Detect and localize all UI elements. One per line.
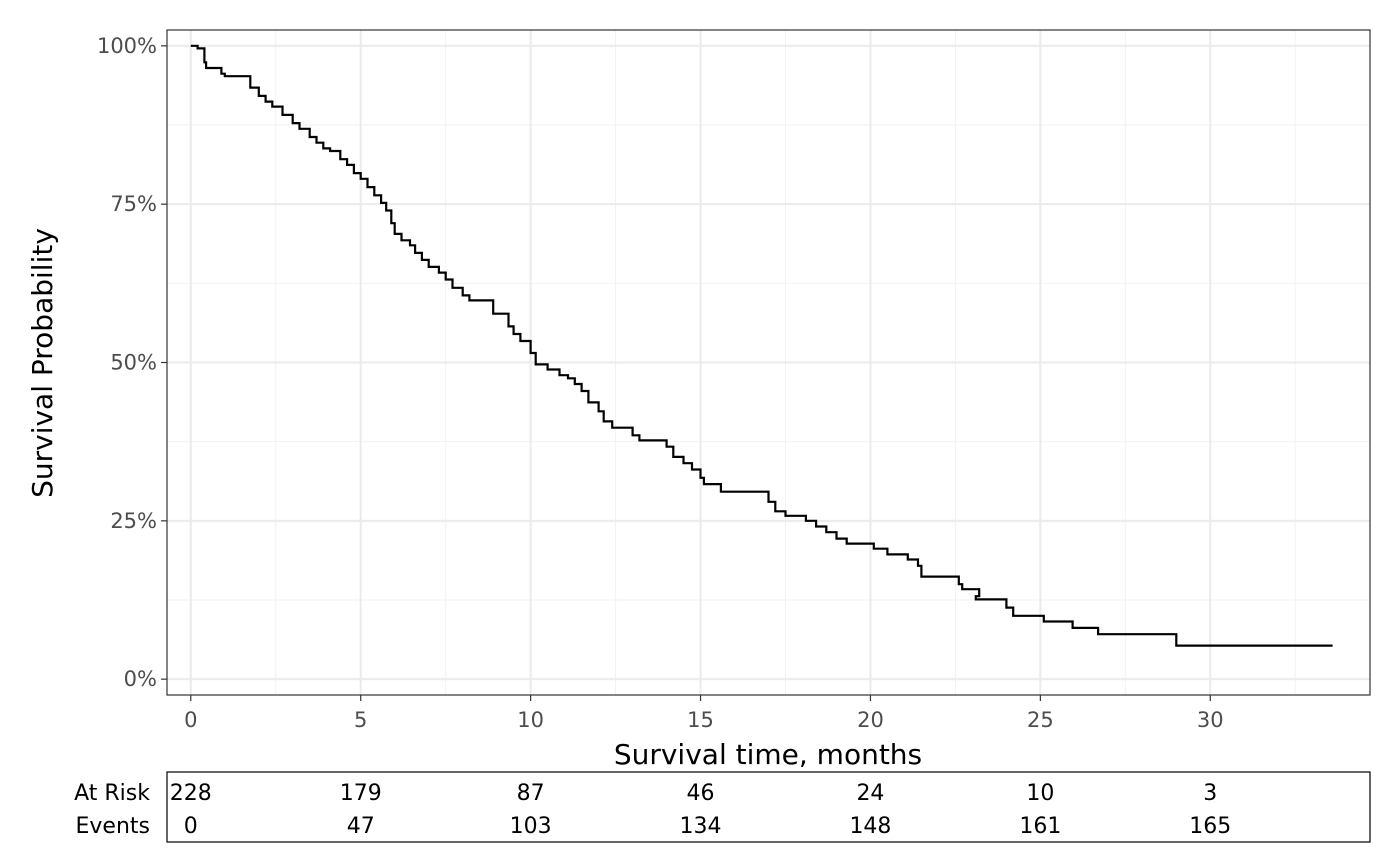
risk-row-label: At Risk bbox=[74, 781, 150, 806]
x-tick-label: 30 bbox=[1197, 708, 1224, 732]
risk-table-border bbox=[166, 771, 1371, 843]
risk-cell: 47 bbox=[347, 814, 375, 839]
risk-cell: 165 bbox=[1189, 814, 1231, 839]
x-tick-label: 20 bbox=[857, 708, 884, 732]
x-axis-title: Survival time, months bbox=[614, 738, 922, 771]
risk-cell: 10 bbox=[1026, 781, 1054, 806]
y-tick-label: 50% bbox=[110, 351, 157, 375]
major-gridlines bbox=[167, 30, 1370, 695]
risk-cell: 46 bbox=[687, 781, 715, 806]
y-tick-label: 75% bbox=[110, 192, 157, 216]
risk-cell: 87 bbox=[517, 781, 545, 806]
risk-row-label: Events bbox=[76, 814, 151, 839]
x-axis-ticks: 0 5 10 15 20 25 30 bbox=[184, 695, 1224, 732]
y-axis-ticks: 0% 25% 50% 75% 100% bbox=[97, 34, 167, 691]
risk-cell: 161 bbox=[1019, 814, 1061, 839]
survival-curve bbox=[190, 44, 1333, 647]
y-axis-title: Survival Probability bbox=[26, 228, 59, 498]
risk-cell: 228 bbox=[170, 781, 212, 806]
risk-cell: 3 bbox=[1203, 781, 1217, 806]
risk-cell: 179 bbox=[340, 781, 382, 806]
risk-cell: 103 bbox=[510, 814, 552, 839]
x-tick-label: 15 bbox=[687, 708, 714, 732]
x-tick-label: 5 bbox=[354, 708, 367, 732]
y-tick-label: 25% bbox=[110, 509, 157, 533]
x-tick-label: 0 bbox=[184, 708, 197, 732]
risk-cell: 148 bbox=[849, 814, 891, 839]
x-tick-label: 25 bbox=[1027, 708, 1054, 732]
x-tick-label: 10 bbox=[517, 708, 544, 732]
risk-cell: 24 bbox=[856, 781, 884, 806]
risk-cell: 0 bbox=[184, 814, 198, 839]
y-tick-label: 100% bbox=[97, 34, 157, 58]
risk-cell: 134 bbox=[680, 814, 722, 839]
y-tick-label: 0% bbox=[124, 667, 157, 691]
